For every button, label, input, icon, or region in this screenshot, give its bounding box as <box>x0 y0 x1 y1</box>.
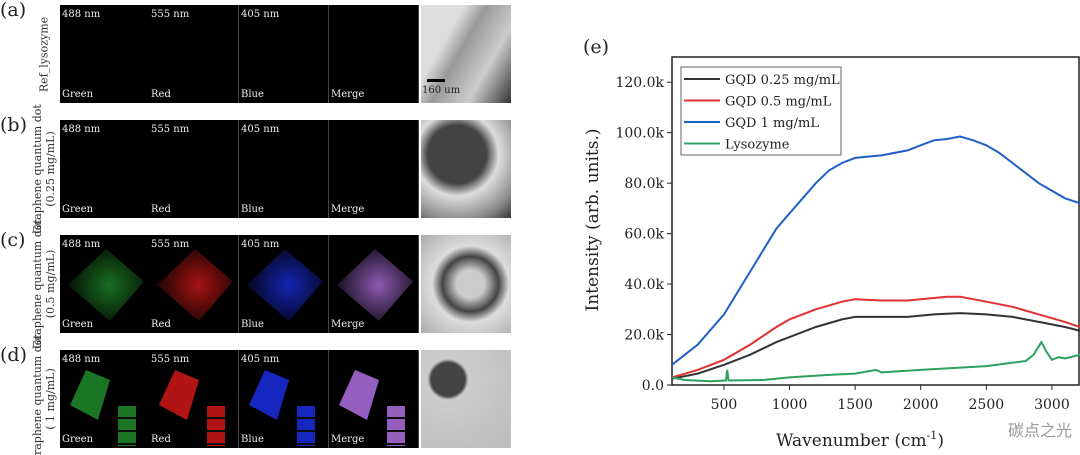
fluorescence-image-blue: 405 nm Blue <box>239 235 329 333</box>
x-tick-label: 1500 <box>837 397 873 413</box>
wavelength-label: 405 nm <box>241 239 280 250</box>
channel-label: Blue <box>241 89 264 100</box>
channel-label: Red <box>151 204 171 215</box>
series-line-1 <box>671 295 1080 379</box>
fluorescence-image-green: 488 nm Green <box>60 120 150 218</box>
fluorescence-image-green: 488 nm Green <box>60 350 150 448</box>
fluorescence-image-blue: 405 nm Blue <box>239 120 329 218</box>
fluorescence-image-blue: 405 nm Blue <box>239 350 329 448</box>
channel-label: Blue <box>241 434 264 445</box>
watermark: 碳点之光 <box>1008 421 1072 440</box>
wavelength-label: 555 nm <box>151 239 190 250</box>
fluorescence-image-merge: Merge <box>329 120 419 218</box>
wavelength-label: 405 nm <box>241 354 280 365</box>
y-tick-label: 20.0k <box>624 328 664 344</box>
legend-box <box>680 66 842 156</box>
channel-label: Red <box>151 434 171 445</box>
fluorescence-image-red: 555 nm Red <box>149 120 239 218</box>
fluorescence-image-merge: Merge <box>329 350 419 448</box>
plot-frame <box>671 56 1080 386</box>
crystal-fluorescence <box>297 406 315 446</box>
fluorescence-image-red: 555 nm Red <box>149 350 239 448</box>
channel-label: Green <box>62 319 94 330</box>
channel-label: Green <box>62 434 94 445</box>
legend-label: GQD 0.5 mg/mL <box>725 95 832 110</box>
series-line-2 <box>671 135 1080 366</box>
legend-label: GQD 0.25 mg/mL <box>725 73 840 88</box>
channel-label: Red <box>151 319 171 330</box>
fluorescence-image-green: 488 nm Green <box>60 235 150 333</box>
wavelength-label: 555 nm <box>151 354 190 365</box>
x-axis-label: Wavenumber (cm-1) <box>776 429 944 451</box>
x-axis-label-part: -1 <box>927 429 938 442</box>
fluorescence-image-merge: Merge <box>329 5 419 103</box>
series-line-0 <box>671 312 1080 380</box>
fluorescence-image-red: 555 nm Red <box>149 5 239 103</box>
brightfield-image <box>421 120 511 218</box>
panel-letter: (c) <box>0 229 26 251</box>
x-axis-label-part: Wavenumber (cm <box>776 431 927 451</box>
wavelength-label: 488 nm <box>62 9 101 20</box>
wavelength-label: 488 nm <box>62 354 101 365</box>
panel-letter: (e) <box>583 36 609 58</box>
legend-label: GQD 1 mg/mL <box>725 116 819 131</box>
scale-bar-label: 160 um <box>422 85 461 96</box>
legend-label: Lysozyme <box>725 138 790 153</box>
crystal-fluorescence <box>118 406 136 446</box>
wavelength-label: 555 nm <box>151 9 190 20</box>
channel-label: Green <box>62 204 94 215</box>
fluorescence-image-red: 555 nm Red <box>149 235 239 333</box>
y-tick-label: 80.0k <box>624 176 664 192</box>
channel-label: Green <box>62 89 94 100</box>
channel-label: Blue <box>241 319 264 330</box>
channel-label: Merge <box>331 319 365 330</box>
channel-label: Merge <box>331 204 365 215</box>
channel-label: Merge <box>331 434 365 445</box>
channel-label: Red <box>151 89 171 100</box>
fluorescence-image-blue: 405 nm Blue <box>239 5 329 103</box>
panel-letter: (d) <box>0 344 27 366</box>
wavelength-label: 488 nm <box>62 124 101 135</box>
brightfield-image: 160 um <box>421 5 511 103</box>
x-tick-label: 3000 <box>1034 397 1070 413</box>
channel-label: Merge <box>331 89 365 100</box>
y-tick-label: 60.0k <box>624 227 664 243</box>
fluorescence-image-merge: Merge <box>329 235 419 333</box>
x-tick-label: 2000 <box>903 397 939 413</box>
y-tick-label: 40.0k <box>624 277 664 293</box>
panel-letter: (b) <box>0 114 27 136</box>
y-tick-label: 0.0 <box>642 378 664 394</box>
x-tick-label: 1000 <box>772 397 808 413</box>
wavelength-label: 405 nm <box>241 124 280 135</box>
wavelength-label: 405 nm <box>241 9 280 20</box>
x-axis-label-part: ) <box>937 431 944 451</box>
crystal-fluorescence <box>207 406 225 446</box>
fluorescence-image-green: 488 nm Green <box>60 5 150 103</box>
channel-label: Blue <box>241 204 264 215</box>
y-tick-label: 120.0k <box>615 75 664 91</box>
x-tick-label: 500 <box>711 397 738 413</box>
scale-bar <box>427 79 445 82</box>
brightfield-image <box>421 235 511 333</box>
y-axis-label: Intensity (arb. units.) <box>583 128 603 311</box>
crystal-fluorescence <box>387 406 405 446</box>
panel-letter: (a) <box>0 0 27 21</box>
x-tick-label: 2500 <box>969 397 1005 413</box>
brightfield-image <box>421 350 511 448</box>
wavelength-label: 555 nm <box>151 124 190 135</box>
wavelength-label: 488 nm <box>62 239 101 250</box>
y-tick-label: 100.0k <box>615 126 664 142</box>
series-line-3 <box>671 340 1080 383</box>
